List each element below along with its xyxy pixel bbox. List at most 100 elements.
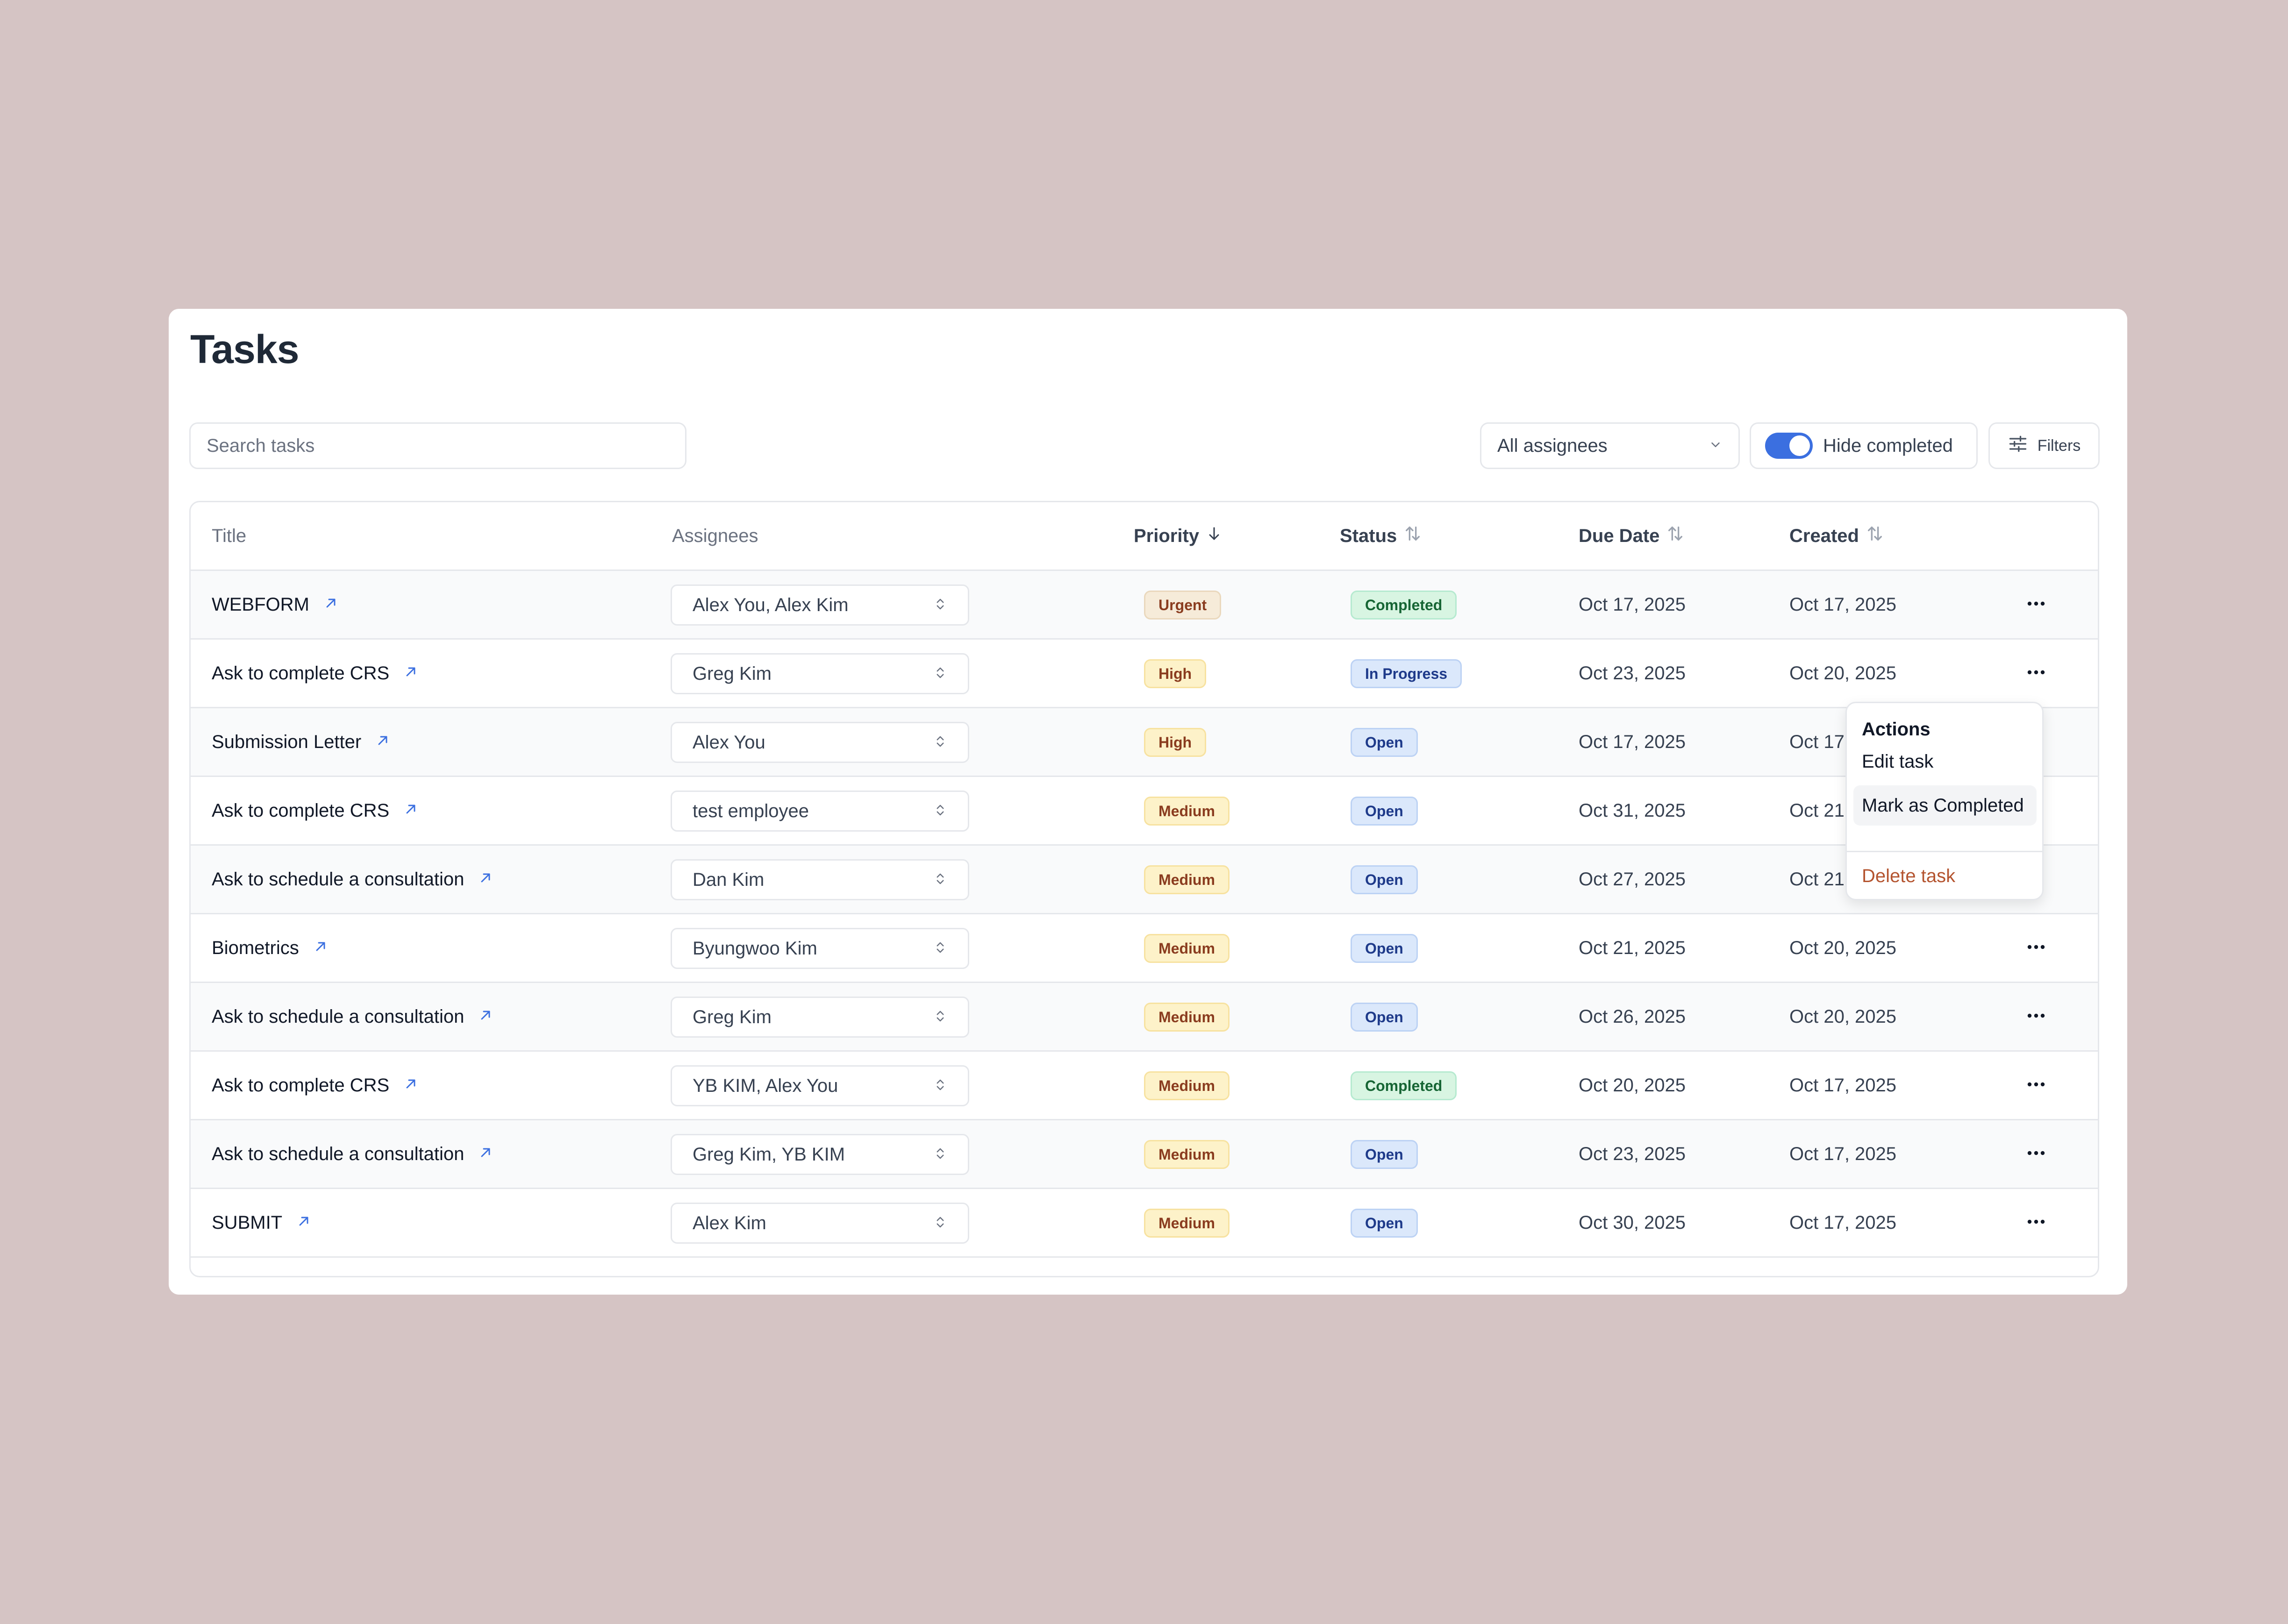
task-title[interactable]: Ask to schedule a consultation	[212, 869, 465, 890]
header-priority-label: Priority	[1134, 525, 1200, 546]
external-link-icon[interactable]	[403, 663, 418, 684]
more-horizontal-icon	[2025, 668, 2047, 679]
task-title[interactable]: Ask to complete CRS	[212, 800, 390, 821]
chevron-up-down-icon	[933, 801, 947, 822]
chevron-down-icon	[1709, 435, 1723, 456]
header-status[interactable]: Status	[1340, 502, 1422, 570]
assignee-select[interactable]: Alex You, Alex Kim	[671, 584, 969, 626]
search-input[interactable]	[189, 422, 686, 469]
created-date: Oct 17, 2025	[1789, 1212, 1897, 1233]
header-created[interactable]: Created	[1789, 502, 1884, 570]
row-actions-button[interactable]	[2025, 640, 2047, 707]
table-row: Submission Letter Alex You High Open Oct 17,…	[191, 708, 2098, 777]
menu-item-mark-completed[interactable]: Mark as Completed	[1853, 785, 2037, 826]
status-badge: Open	[1351, 1209, 1418, 1238]
chevron-up-down-icon	[933, 869, 947, 890]
external-link-icon[interactable]	[478, 1144, 493, 1165]
row-actions-button[interactable]	[2025, 914, 2047, 982]
assignee-select[interactable]: Alex You	[671, 722, 969, 763]
task-title[interactable]: SUBMIT	[212, 1212, 283, 1233]
header-due-date[interactable]: Due Date	[1579, 502, 1685, 570]
hide-completed-control[interactable]: Hide completed	[1750, 422, 1978, 469]
due-date: Oct 31, 2025	[1579, 800, 1686, 821]
header-created-label: Created	[1789, 525, 1859, 546]
task-title-cell[interactable]: Ask to schedule a consultation	[212, 846, 493, 913]
task-title-cell[interactable]: Ask to complete CRS	[212, 640, 418, 707]
task-title[interactable]: Ask to schedule a consultation	[212, 1006, 465, 1027]
external-link-icon[interactable]	[478, 1006, 493, 1027]
due-date: Oct 27, 2025	[1579, 869, 1686, 890]
row-actions-button[interactable]	[2025, 1120, 2047, 1188]
header-priority[interactable]: Priority	[1134, 502, 1223, 570]
assignee-select[interactable]: Byungwoo Kim	[671, 928, 969, 969]
created-date: Oct 21	[1789, 869, 1845, 890]
status-badge: Open	[1351, 728, 1418, 757]
task-title[interactable]: Ask to schedule a consultation	[212, 1143, 465, 1164]
row-actions-button[interactable]	[2025, 983, 2047, 1050]
filters-button[interactable]: Filters	[1988, 422, 2100, 469]
status-badge: Completed	[1351, 591, 1457, 620]
created-date: Oct 17, 2025	[1789, 1143, 1897, 1164]
assignee-value: Byungwoo Kim	[693, 938, 817, 959]
task-title-cell[interactable]: Ask to schedule a consultation	[212, 983, 493, 1050]
assignee-value: Alex Kim	[693, 1212, 766, 1233]
assignee-select[interactable]: Greg Kim, YB KIM	[671, 1134, 969, 1175]
chevron-up-down-icon	[933, 1144, 947, 1165]
task-title-cell[interactable]: SUBMIT	[212, 1189, 311, 1256]
task-title[interactable]: Ask to complete CRS	[212, 662, 390, 684]
created-date: Oct 20, 2025	[1789, 662, 1897, 684]
external-link-icon[interactable]	[478, 869, 493, 890]
filters-label: Filters	[2037, 436, 2081, 455]
header-title[interactable]: Title	[212, 502, 246, 570]
assignee-select[interactable]: YB KIM, Alex You	[671, 1065, 969, 1106]
priority-badge: Urgent	[1144, 591, 1222, 620]
task-title[interactable]: WEBFORM	[212, 594, 309, 615]
assignee-select[interactable]: Greg Kim	[671, 653, 969, 694]
task-title-cell[interactable]: WEBFORM	[212, 571, 338, 638]
row-actions-button[interactable]	[2025, 1052, 2047, 1119]
header-assignees: Assignees	[672, 502, 758, 570]
chevron-up-down-icon	[933, 1076, 947, 1097]
actions-menu: Actions Edit task Mark as Completed Dele…	[1845, 702, 2044, 900]
status-badge: Open	[1351, 1003, 1418, 1032]
task-title-cell[interactable]: Submission Letter	[212, 708, 390, 776]
sort-icon	[1403, 524, 1422, 548]
external-link-icon[interactable]	[375, 732, 390, 753]
due-date: Oct 20, 2025	[1579, 1075, 1686, 1096]
row-actions-button[interactable]	[2025, 1189, 2047, 1256]
task-title[interactable]: Biometrics	[212, 937, 299, 958]
external-link-icon[interactable]	[313, 938, 328, 959]
task-title[interactable]: Submission Letter	[212, 731, 362, 752]
external-link-icon[interactable]	[323, 594, 338, 615]
task-title-cell[interactable]: Ask to schedule a consultation	[212, 1120, 493, 1188]
assignee-select[interactable]: Alex Kim	[671, 1203, 969, 1244]
external-link-icon[interactable]	[403, 1075, 418, 1096]
chevron-up-down-icon	[933, 663, 947, 684]
task-title-cell[interactable]: Ask to complete CRS	[212, 777, 418, 844]
priority-badge: Medium	[1144, 865, 1230, 894]
sliders-icon	[2008, 434, 2028, 458]
menu-item-edit-task[interactable]: Edit task	[1862, 751, 1934, 772]
external-link-icon[interactable]	[403, 800, 418, 821]
hide-completed-toggle[interactable]	[1765, 433, 1813, 459]
assignee-select[interactable]: Dan Kim	[671, 859, 969, 900]
assignee-value: Alex You	[693, 732, 765, 753]
created-date: Oct 21	[1789, 800, 1845, 821]
task-title-cell[interactable]: Ask to complete CRS	[212, 1052, 418, 1119]
assignee-select[interactable]: Greg Kim	[671, 997, 969, 1038]
due-date: Oct 26, 2025	[1579, 1006, 1686, 1027]
assignee-select[interactable]: test employee	[671, 791, 969, 832]
task-title-cell[interactable]: Biometrics	[212, 914, 328, 982]
row-actions-button[interactable]	[2025, 571, 2047, 638]
assignee-filter-select[interactable]: All assignees	[1480, 422, 1740, 469]
status-badge: Completed	[1351, 1071, 1457, 1100]
created-date: Oct 20, 2025	[1789, 937, 1897, 958]
menu-item-delete-task[interactable]: Delete task	[1862, 865, 1956, 886]
more-horizontal-icon	[2025, 599, 2047, 611]
assignee-value: Greg Kim, YB KIM	[693, 1144, 845, 1165]
task-title[interactable]: Ask to complete CRS	[212, 1075, 390, 1096]
priority-badge: High	[1144, 659, 1207, 688]
external-link-icon[interactable]	[296, 1212, 311, 1233]
status-badge: Open	[1351, 865, 1418, 894]
table-row: Biometrics Byungwoo Kim Medium Open Oct 21, …	[191, 914, 2098, 983]
